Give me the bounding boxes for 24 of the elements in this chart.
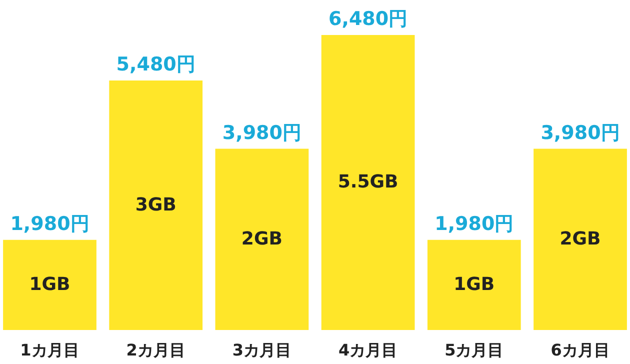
bar	[427, 240, 521, 330]
x-tick-label: 3カ月目	[232, 340, 292, 360]
annotation: 3GB	[135, 194, 176, 216]
annotation: 5.5GB	[338, 172, 398, 192]
data-label: 1,980円	[434, 212, 514, 235]
data-label: 3,980円	[540, 122, 620, 144]
x-tick-label: 6カ月目	[550, 340, 610, 360]
annotation: 2GB	[241, 228, 282, 250]
x-tick-label: 2カ月目	[126, 340, 186, 360]
bar	[109, 80, 203, 330]
annotation: 2GB	[560, 228, 601, 250]
x-tick-label: 1カ月目	[20, 340, 80, 360]
annotation: 1GB	[29, 274, 70, 295]
data-label: 6,480円	[328, 8, 408, 30]
bar	[3, 240, 96, 330]
x-tick-label: 4カ月目	[338, 340, 398, 360]
bar	[534, 148, 627, 330]
data-label: 3,980円	[222, 122, 302, 144]
bar	[321, 35, 415, 330]
x-tick-label: 5カ月目	[444, 340, 504, 360]
data-label: 5,480円	[116, 54, 196, 76]
bar	[215, 148, 309, 330]
annotation: 1GB	[454, 274, 495, 295]
data-label: 1,980円	[10, 212, 90, 235]
